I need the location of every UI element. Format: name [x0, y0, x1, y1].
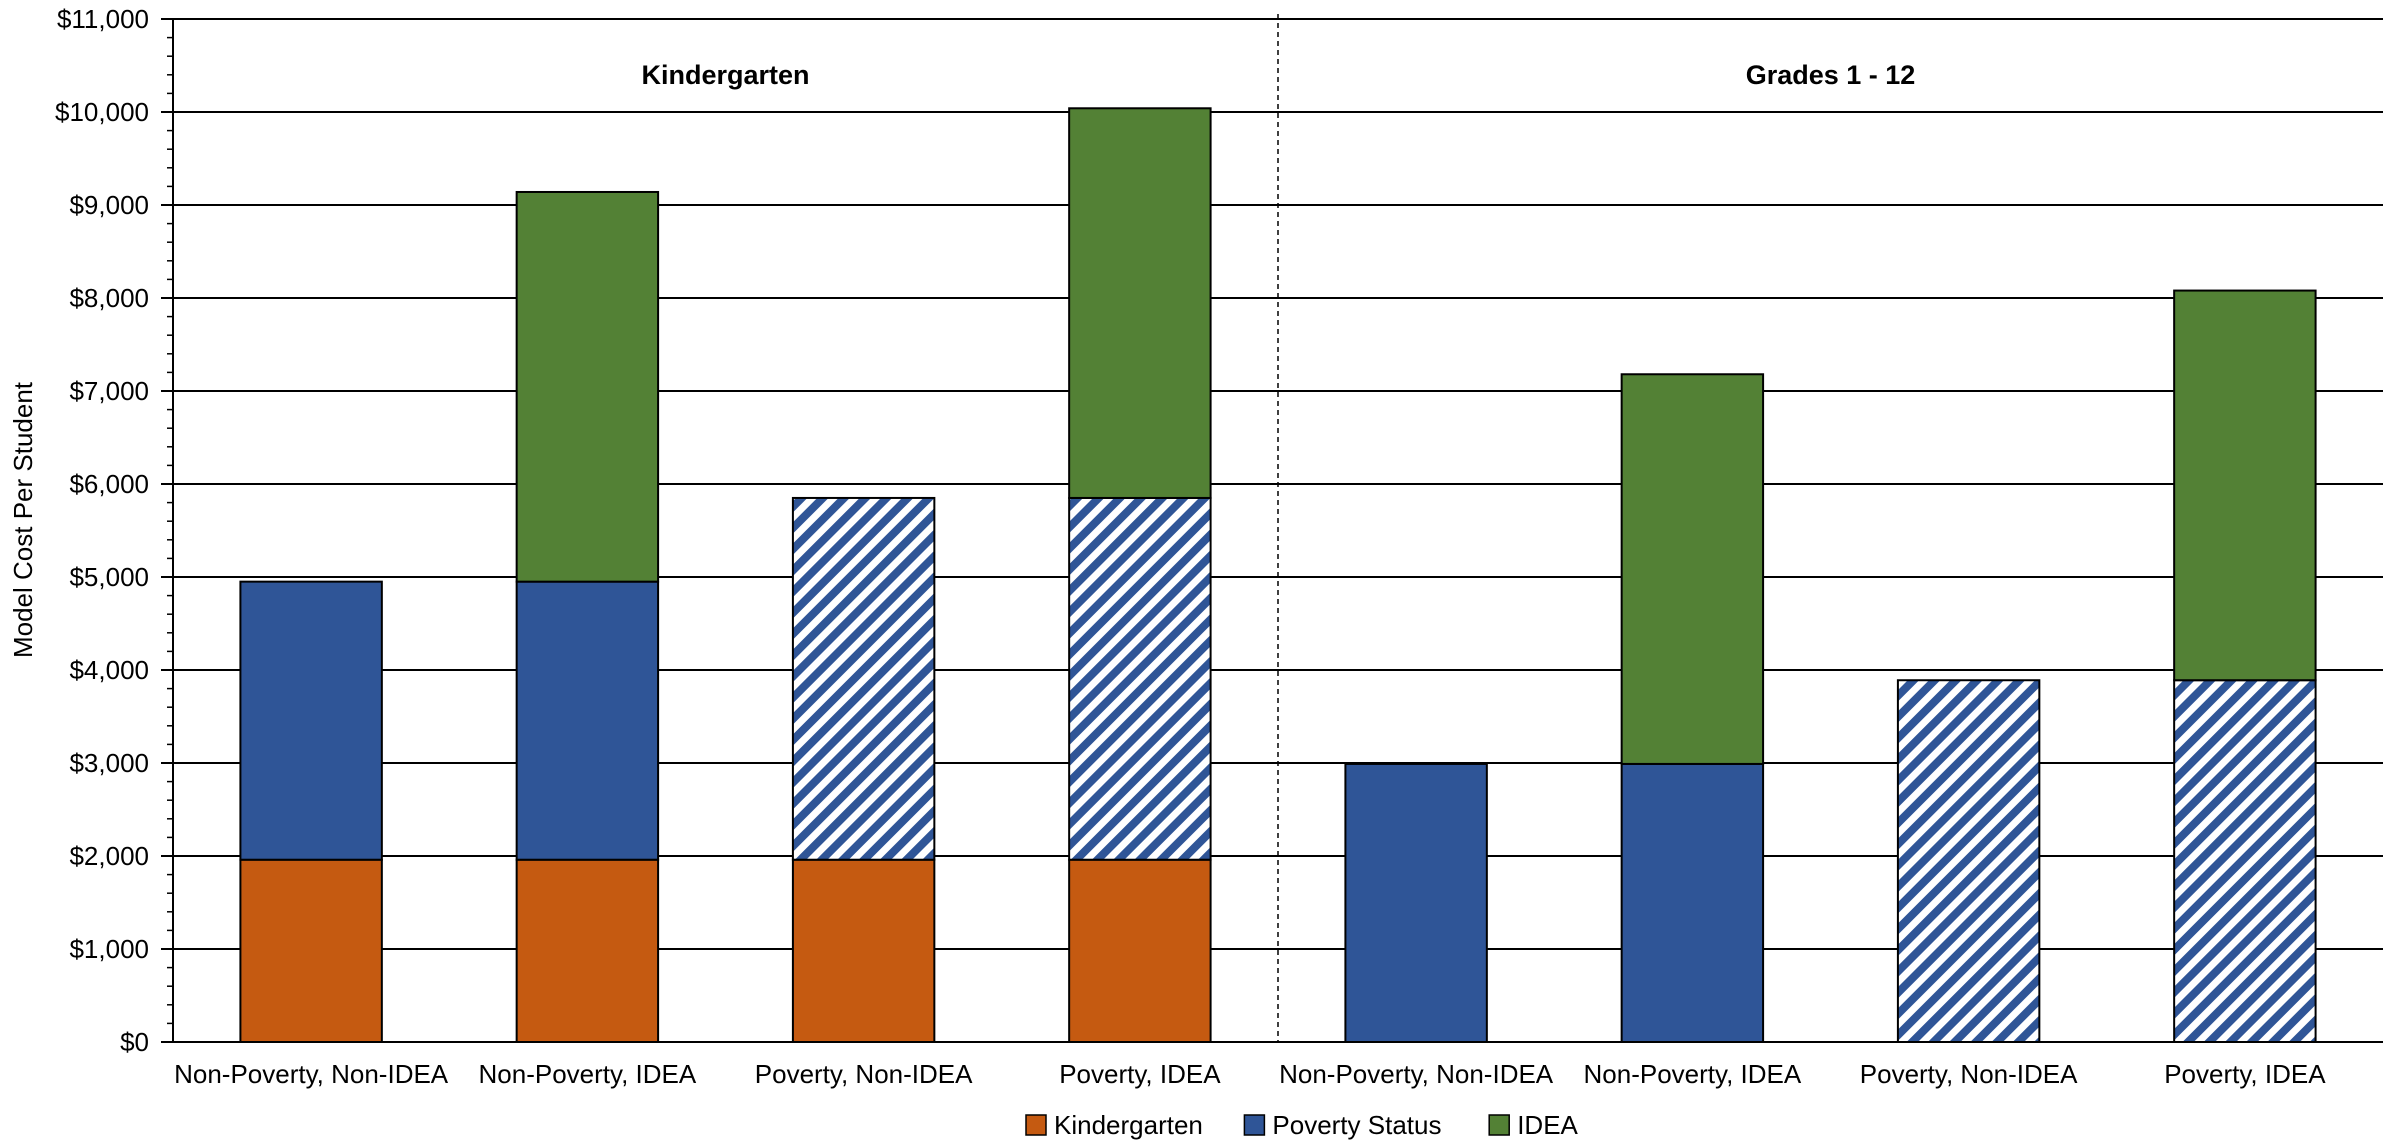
legend-swatch — [1243, 1114, 1266, 1136]
bars — [239, 107, 2317, 1043]
x-category-label: Poverty, IDEA — [1059, 1059, 1221, 1089]
y-tick-label: $8,000 — [69, 283, 149, 313]
y-axis: $0 $1,000 $2,000 $3,000 $4,000 $5,000 $6,000 $7… — [55, 4, 2383, 1057]
y-tick-label: $11,000 — [57, 4, 149, 34]
x-category-label: Poverty, Non-IDEA — [755, 1059, 973, 1089]
bar-segment-idea — [2173, 289, 2317, 682]
bar-segment-idea — [1068, 107, 1212, 499]
legend-label: Kindergarten — [1054, 1110, 1203, 1140]
legend: Kindergarten Poverty Status IDEA — [1025, 1110, 1579, 1140]
y-tick-label: $5,000 — [69, 562, 149, 592]
gridlines — [173, 14, 2383, 1042]
bar-segment-kindergarten — [515, 858, 660, 1043]
bar-segment-poverty-status — [1344, 762, 1488, 1043]
bar-segment-idea — [515, 190, 660, 583]
x-category-label: Poverty, Non-IDEA — [1860, 1059, 2078, 1089]
y-tick-label: $6,000 — [69, 469, 149, 499]
y-axis-title: Model Cost Per Student — [8, 381, 38, 658]
legend-swatch — [1025, 1114, 1047, 1136]
group-label: Kindergarten — [641, 60, 809, 90]
bar-segment-poverty-status — [1620, 762, 1765, 1043]
x-category-label: Poverty, IDEA — [2164, 1059, 2326, 1089]
y-tick-label: $2,000 — [69, 841, 149, 871]
bar-segment-poverty-status — [515, 580, 660, 861]
x-category-label: Non-Poverty, Non-IDEA — [1279, 1059, 1554, 1089]
group-label: Grades 1 - 12 — [1746, 60, 1916, 90]
x-category-label: Non-Poverty, Non-IDEA — [174, 1059, 449, 1089]
group-labels: Kindergarten Grades 1 - 12 — [641, 60, 1915, 90]
legend-label: Poverty Status — [1272, 1110, 1441, 1140]
y-tick-label: $10,000 — [55, 97, 149, 127]
y-tick-label: $3,000 — [69, 748, 149, 778]
x-category-label: Non-Poverty, IDEA — [1584, 1059, 1802, 1089]
bar-segment-kindergarten — [239, 858, 383, 1043]
x-category-label: Non-Poverty, IDEA — [479, 1059, 697, 1089]
y-tick-label: $4,000 — [69, 655, 149, 685]
y-tick-label: $1,000 — [69, 934, 149, 964]
bar-segment-kindergarten — [791, 858, 936, 1043]
y-tick-label: $7,000 — [69, 376, 149, 406]
bar-segment-kindergarten — [1068, 858, 1212, 1043]
bar-segment-poverty-status — [239, 580, 383, 861]
legend-swatch — [1488, 1114, 1510, 1136]
y-tick-label: $0 — [120, 1027, 149, 1057]
bar-segment-poverty-status — [791, 496, 936, 861]
x-axis-labels: Non-Poverty, Non-IDEA Non-Poverty, IDEA Po… — [174, 1059, 2326, 1089]
bar-segment-poverty-status — [2173, 679, 2317, 1043]
legend-label: IDEA — [1517, 1110, 1578, 1140]
bar-segment-idea — [1620, 373, 1765, 765]
bar-segment-poverty-status — [1896, 679, 2041, 1043]
y-tick-label: $9,000 — [69, 190, 149, 220]
bar-segment-poverty-status — [1068, 496, 1212, 861]
